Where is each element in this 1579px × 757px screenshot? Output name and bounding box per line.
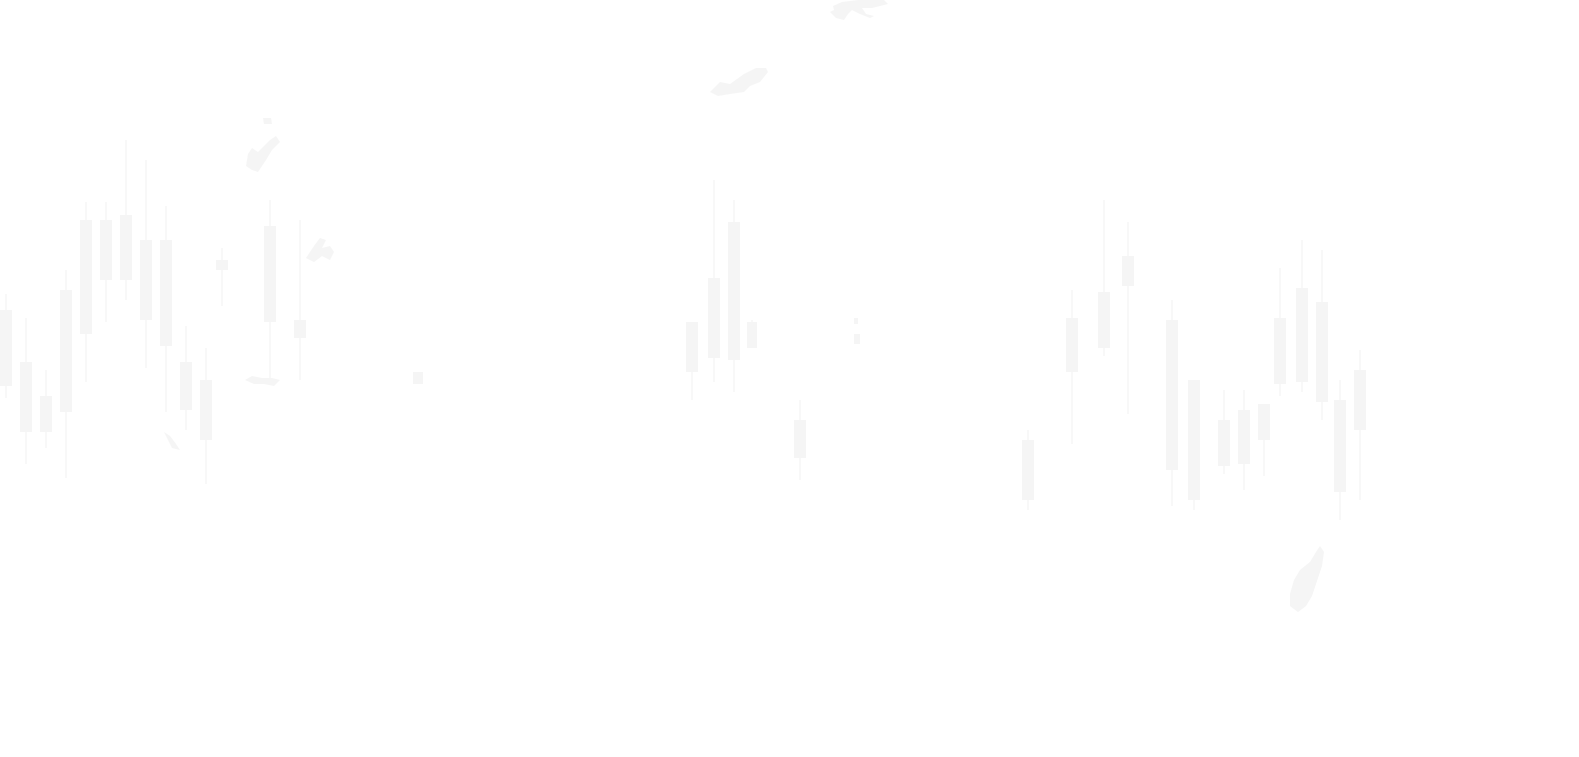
candle-body: [708, 278, 720, 358]
candle-body: [1354, 370, 1366, 430]
candle-body: [216, 260, 228, 270]
candle-body: [1122, 256, 1134, 286]
candle-body: [1098, 292, 1110, 348]
landmass-shape: [830, 0, 888, 20]
candle-body: [264, 226, 276, 322]
candle-body: [40, 396, 52, 432]
candle-body: [1296, 288, 1308, 382]
landmass-shape: [245, 376, 280, 386]
candlestick-group: [0, 140, 1366, 520]
candle-body: [1218, 420, 1230, 466]
candle-body: [686, 322, 698, 372]
candle-body: [1316, 302, 1328, 402]
candle-body: [1066, 318, 1078, 372]
candle-body: [294, 320, 306, 338]
landmass-shape: [1264, 408, 1268, 414]
candle-body: [747, 322, 757, 348]
candle-body: [120, 215, 132, 280]
candle-body: [80, 220, 92, 334]
candle-body: [0, 310, 12, 386]
landmass-shape: [263, 118, 272, 124]
candle-body: [794, 420, 806, 458]
candle-body: [1166, 320, 1178, 470]
landmass-group: [164, 0, 1324, 612]
candle-body: [140, 240, 152, 320]
landmass-shape: [306, 238, 334, 262]
candle-body: [200, 380, 212, 440]
candle-body: [60, 290, 72, 412]
candle-body: [180, 362, 192, 410]
candle-body: [160, 240, 172, 346]
candle-body: [1334, 400, 1346, 492]
candle-body: [413, 372, 423, 384]
landmass-shape: [854, 334, 860, 344]
landmass-shape: [164, 432, 180, 450]
candle-body: [1188, 380, 1200, 500]
landmass-shape: [854, 318, 858, 324]
landmass-shape: [246, 136, 280, 172]
landmass-shape: [1290, 546, 1324, 612]
candle-body: [1274, 318, 1286, 384]
landmass-shape: [710, 68, 768, 96]
candle-body: [1238, 410, 1250, 464]
candle-body: [20, 362, 32, 432]
candle-body: [100, 220, 112, 280]
candle-body: [728, 222, 740, 360]
candle-body: [1022, 440, 1034, 500]
